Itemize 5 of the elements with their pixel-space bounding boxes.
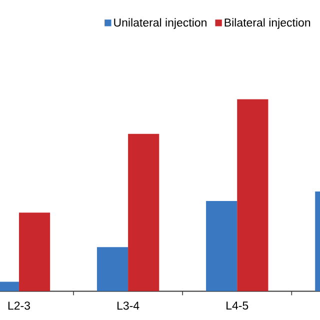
x-tick-label: L3-4 — [117, 302, 140, 310]
x-tick-label: L4-5 — [226, 302, 248, 310]
x-tick-label: L2-3 — [8, 302, 30, 310]
legend-label: Bilateral injection — [224, 18, 310, 29]
legend-label: Unilateral injection — [114, 18, 206, 29]
